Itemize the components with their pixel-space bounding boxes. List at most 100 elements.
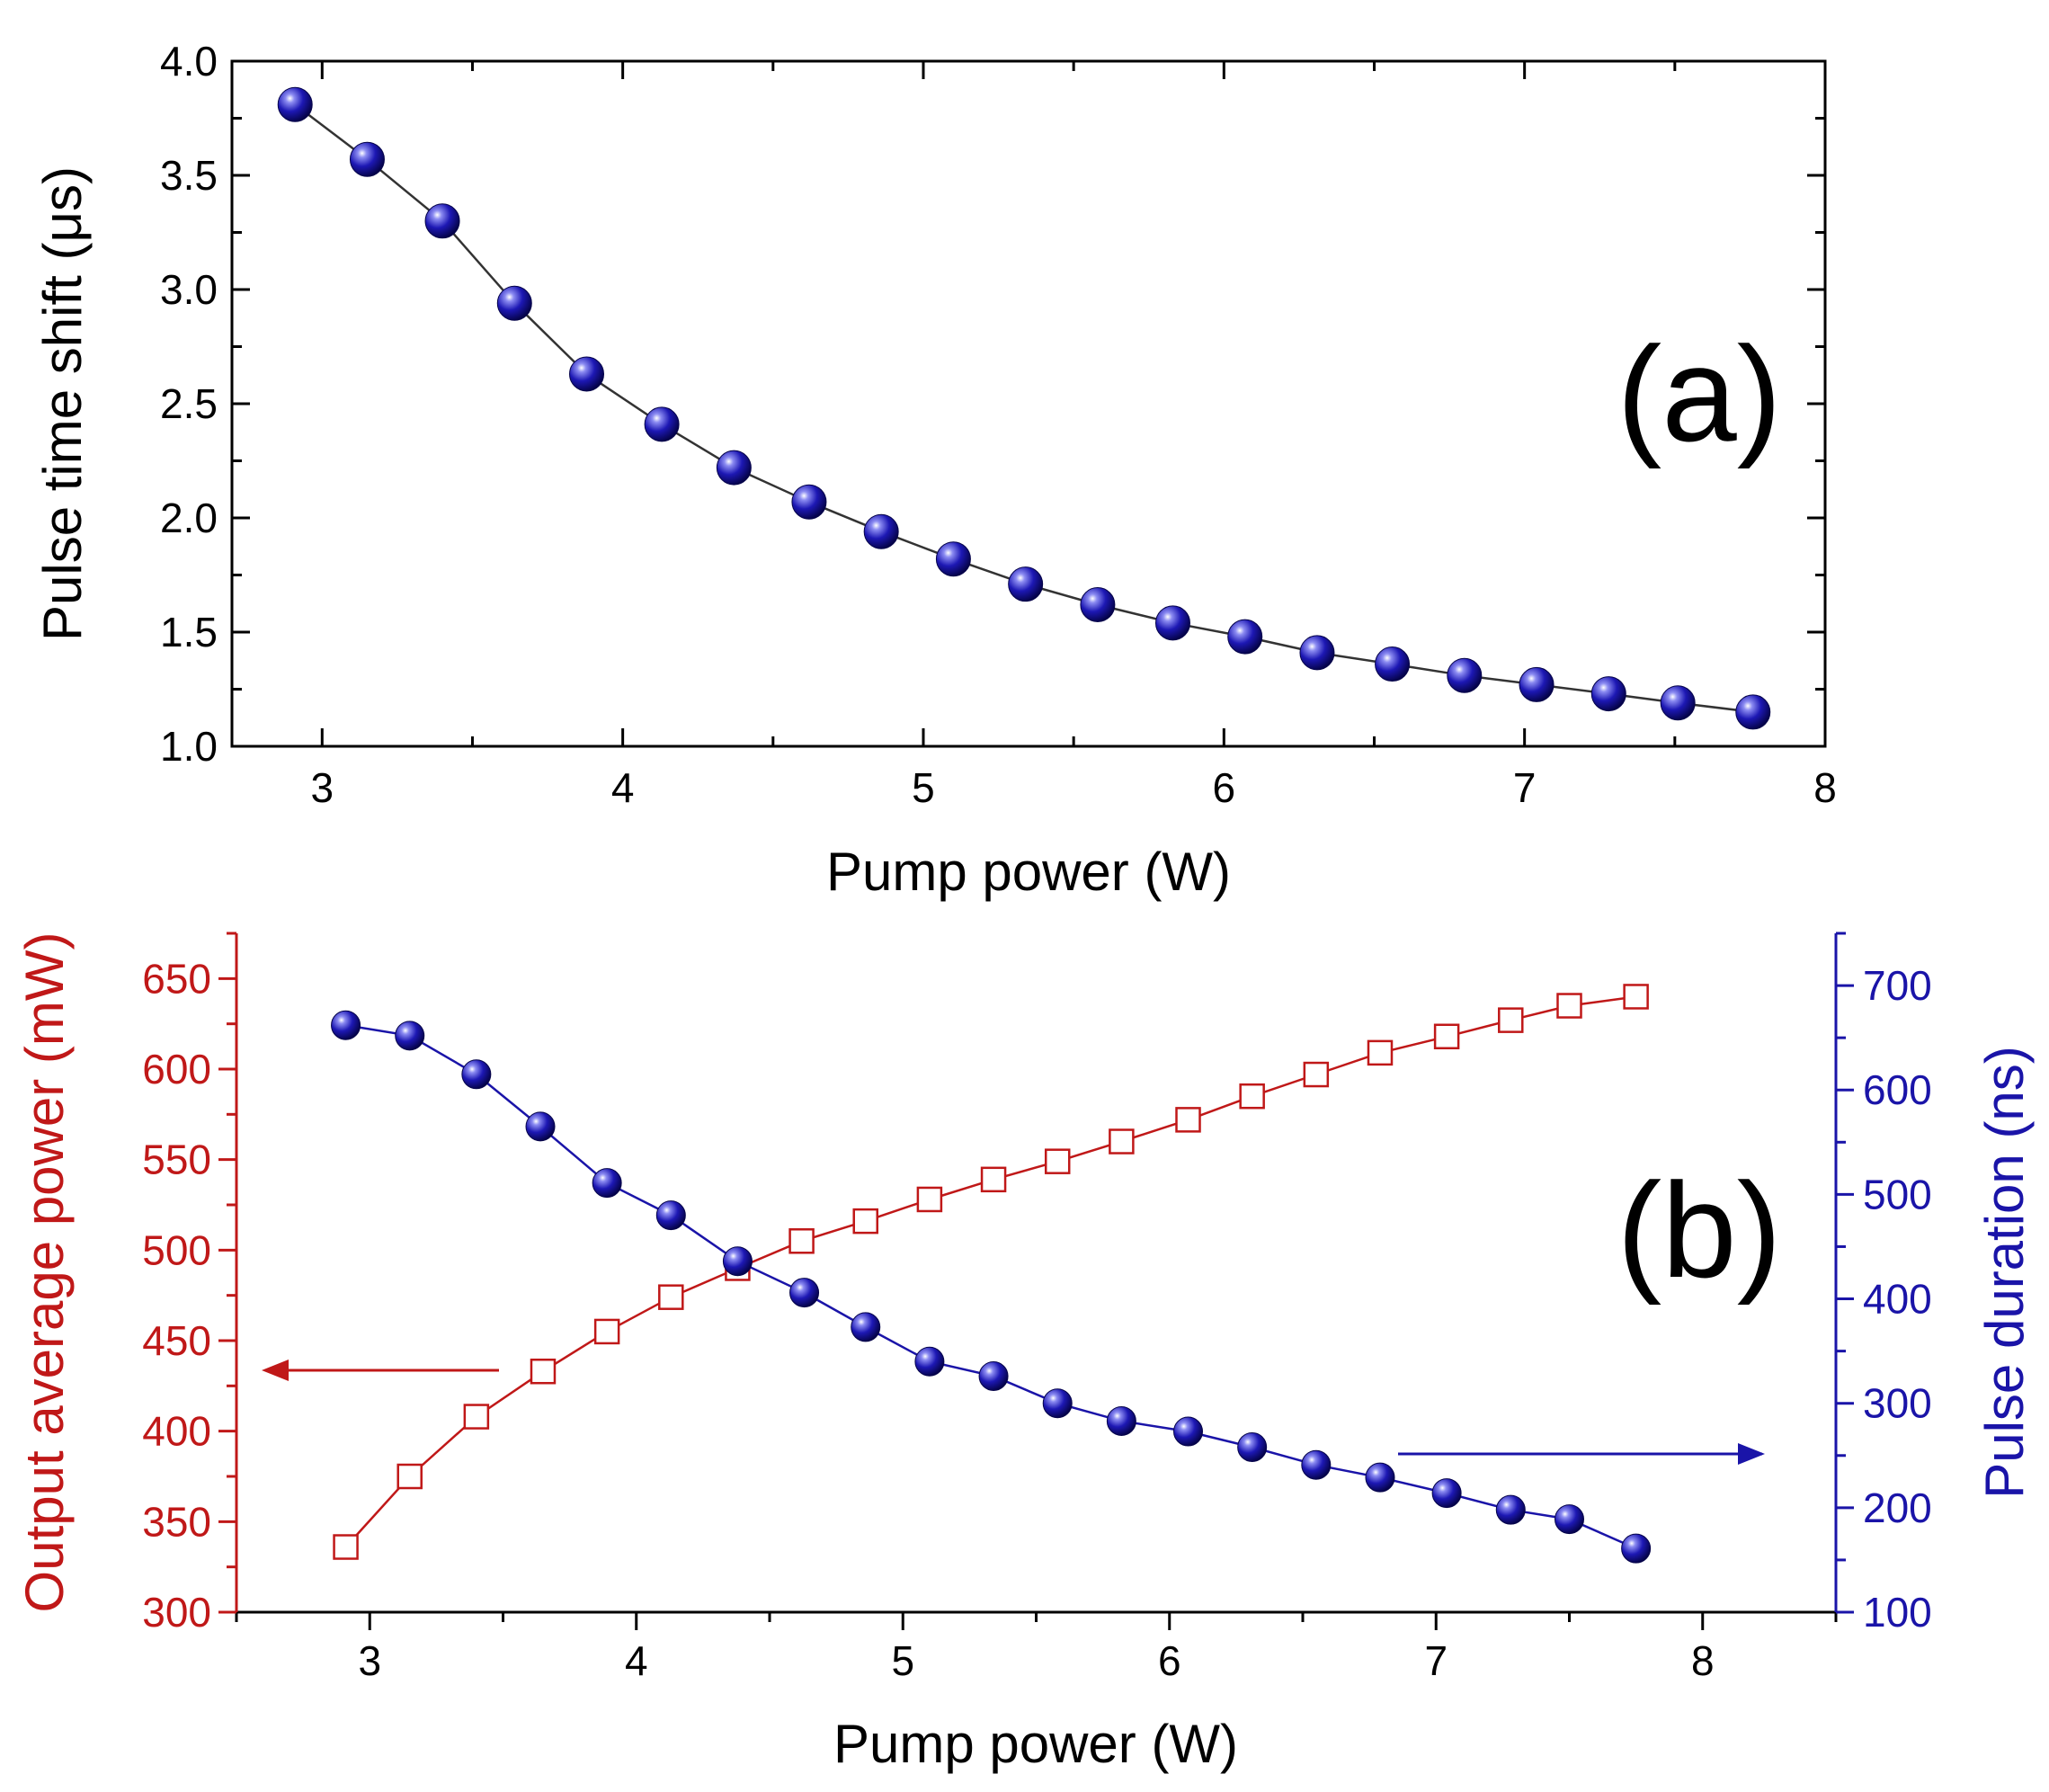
panel-b-duration-point <box>979 1361 1008 1390</box>
panel-b-duration-point <box>1366 1463 1394 1492</box>
panel-a-y-axis-title: Pulse time shift (μs) <box>32 166 93 641</box>
panel-a-x-tick-label: 7 <box>1513 764 1537 811</box>
panel-b-power-point <box>1241 1084 1264 1108</box>
panel-a-data-point <box>645 407 679 441</box>
panel-b-x-tick-label: 3 <box>358 1637 381 1684</box>
panel-b-power-point <box>1435 1025 1458 1048</box>
panel-b-x-tick-label: 7 <box>1424 1637 1448 1684</box>
panel-a-x-tick-label: 8 <box>1813 764 1837 811</box>
panel-b-left-axis-title: Output average power (mW) <box>14 932 75 1613</box>
panel-b-duration-point <box>332 1011 361 1039</box>
panel-b-power-point <box>854 1209 878 1233</box>
panel-b-duration-point <box>790 1279 819 1307</box>
panel-b-power-point <box>659 1286 682 1309</box>
panel-a-tick-labels: 3 4 5 6 7 8 1.0 1.5 2.0 2.5 3.0 3.5 4.0 <box>160 38 1837 811</box>
panel-b-power-point <box>465 1405 488 1429</box>
panel-a-data-point <box>1591 677 1626 711</box>
panel-b-power-point <box>790 1229 814 1253</box>
panel-a-data-point <box>864 514 898 548</box>
panel-a-data-point <box>1155 606 1189 640</box>
panel-b-left-tick-label: 550 <box>142 1137 211 1183</box>
panel-b-left-tick-label: 400 <box>142 1408 211 1455</box>
panel-b-duration-line <box>346 1025 1636 1548</box>
panel-b-power-point <box>1625 985 1648 1008</box>
panel-a-chart: 3 4 5 6 7 8 1.0 1.5 2.0 2.5 3.0 3.5 4.0 Pump power (… <box>32 38 1837 902</box>
panel-b-duration-point <box>1555 1505 1584 1534</box>
panel-a-data-point <box>1448 658 1482 692</box>
panel-a-data-point <box>350 142 384 176</box>
panel-a-x-tick-label: 3 <box>311 764 334 811</box>
panel-a-y-tick-label: 1.5 <box>160 609 218 655</box>
panel-b-x-tick-label: 6 <box>1158 1637 1181 1684</box>
panel-b-left-tick-label: 650 <box>142 955 211 1002</box>
panel-b-power-point <box>398 1465 422 1488</box>
panel-b-chart: 3 4 5 6 7 8 300 350 400 450 500 550 600 650 100 200 300 4… <box>14 932 2035 1774</box>
panel-a-data-point <box>278 87 312 121</box>
panel-a-plot-frame <box>232 61 1825 746</box>
panel-b-right-axis-title: Pulse duration (ns) <box>1974 1046 2035 1499</box>
panel-b-left-tick-label: 500 <box>142 1226 211 1273</box>
figure: 3 4 5 6 7 8 1.0 1.5 2.0 2.5 3.0 3.5 4.0 Pump power (… <box>0 0 2049 1792</box>
panel-b-right-tick-label: 100 <box>1863 1589 1932 1636</box>
panel-b-duration-point <box>462 1060 491 1089</box>
panel-a-series-line <box>295 104 1753 712</box>
panel-b-label: (b) <box>1617 1155 1781 1306</box>
panel-b-duration-point <box>1432 1479 1461 1508</box>
panel-b-duration-markers <box>332 1011 1651 1563</box>
panel-a-x-tick-label: 4 <box>611 764 635 811</box>
panel-b-power-point <box>1046 1150 1069 1173</box>
panel-b-x-tick-label: 5 <box>891 1637 914 1684</box>
panel-b-x-tick-label: 8 <box>1691 1637 1715 1684</box>
panel-b-duration-point <box>851 1313 880 1342</box>
panel-b-x-axis-title: Pump power (W) <box>833 1714 1238 1774</box>
panel-b-duration-point <box>1238 1432 1267 1461</box>
panel-b-left-tick-label: 600 <box>142 1046 211 1092</box>
panel-a-data-point <box>1661 686 1695 720</box>
panel-a-x-tick-label: 5 <box>912 764 935 811</box>
panel-b-duration-point <box>1174 1417 1203 1446</box>
panel-b-power-markers <box>334 985 1648 1558</box>
panel-a-y-tick-label: 4.0 <box>160 38 218 85</box>
panel-b-duration-point <box>1043 1389 1072 1418</box>
panel-a-y-tick-label: 2.5 <box>160 380 218 427</box>
panel-b-power-point <box>531 1360 555 1383</box>
panel-b-left-tick-label: 300 <box>142 1589 211 1636</box>
panel-b-power-point <box>918 1188 941 1211</box>
panel-a-data-point <box>1736 695 1770 729</box>
panel-b-duration-point <box>1302 1450 1331 1479</box>
panel-b-right-tick-label: 700 <box>1863 962 1932 1009</box>
panel-b-power-point <box>1368 1041 1392 1065</box>
panel-b-left-tick-label: 450 <box>142 1317 211 1364</box>
panel-b-duration-point <box>1622 1534 1651 1563</box>
panel-b-power-point <box>1109 1130 1133 1154</box>
panel-a-data-point <box>1376 647 1410 682</box>
panel-b-ticks <box>218 933 1854 1630</box>
panel-a-ticks <box>232 61 1825 746</box>
panel-b-duration-point <box>592 1169 621 1198</box>
panel-b-duration-point <box>656 1201 685 1230</box>
panel-a-data-point <box>1081 588 1115 622</box>
panel-b-right-tick-label: 400 <box>1863 1276 1932 1323</box>
panel-a-x-tick-label: 6 <box>1213 764 1236 811</box>
panel-b-duration-point <box>915 1347 944 1376</box>
panel-a-data-point <box>792 485 826 519</box>
panel-b-power-point <box>1499 1009 1522 1032</box>
panel-b-power-line <box>346 997 1636 1547</box>
panel-b-power-point <box>334 1536 358 1559</box>
panel-b-power-point <box>1177 1108 1200 1131</box>
panel-a-data-point <box>717 450 751 485</box>
panel-b-power-point <box>595 1320 619 1343</box>
panel-a-y-tick-label: 1.0 <box>160 723 218 770</box>
panel-a-data-point <box>1009 567 1043 602</box>
panel-a-data-point <box>936 542 970 576</box>
panel-a-y-tick-label: 3.0 <box>160 266 218 313</box>
panel-b-duration-point <box>396 1021 424 1050</box>
panel-a-x-axis-title: Pump power (W) <box>826 842 1231 902</box>
panel-a-y-tick-label: 3.5 <box>160 152 218 199</box>
panel-b-duration-point <box>526 1112 555 1141</box>
panel-b-right-tick-label: 200 <box>1863 1484 1932 1531</box>
panel-a-data-point <box>1300 636 1334 670</box>
panel-b-x-tick-label: 4 <box>625 1637 648 1684</box>
panel-a-y-tick-label: 2.0 <box>160 495 218 541</box>
panel-b-power-point <box>982 1168 1005 1191</box>
